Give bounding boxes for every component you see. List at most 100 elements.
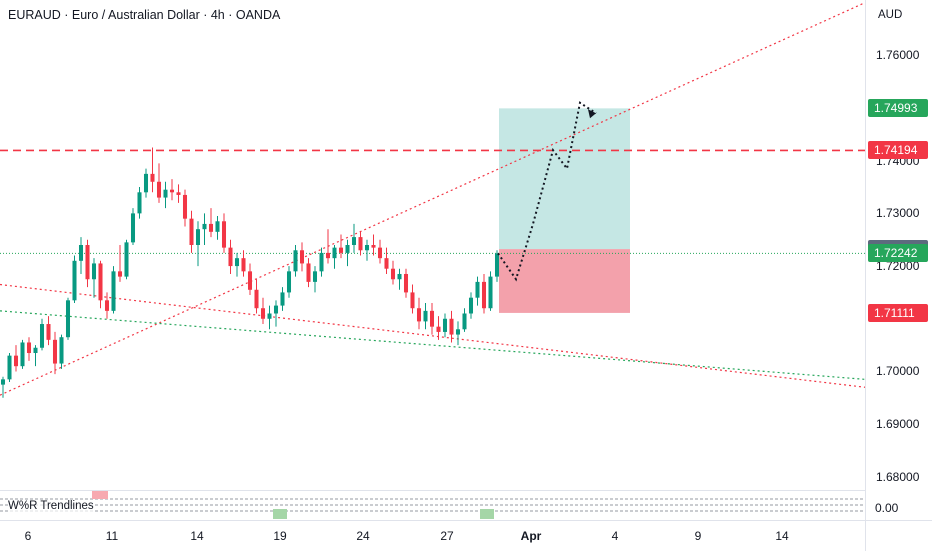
candle (254, 279, 259, 314)
candle-body (267, 313, 272, 319)
candle (358, 231, 363, 256)
candle (182, 189, 188, 227)
candle (137, 187, 142, 219)
candle-body (273, 305, 279, 314)
price-tick-label: 1.68000 (876, 469, 920, 484)
candle-body (312, 271, 318, 282)
indicator-name[interactable]: W%R Trendlines (8, 500, 94, 512)
time-axis-label: 4 (611, 529, 619, 543)
candle-body (488, 276, 493, 309)
price-axis[interactable]: AUD 1.76000 1.74000 1.73000 1.72000 1.70000 1… (865, 0, 932, 550)
candle-body (377, 247, 383, 259)
candle-body (455, 329, 461, 335)
time-axis-label: 6 (24, 529, 32, 543)
candle-body (163, 189, 168, 198)
candle (442, 313, 448, 338)
candle (280, 287, 285, 311)
time-axis-label: 9 (694, 529, 702, 543)
candle-body (390, 268, 396, 280)
candle (436, 316, 441, 340)
candle-body (98, 263, 103, 301)
candle (488, 271, 493, 311)
candle-body (345, 245, 350, 253)
candle (397, 268, 402, 290)
candle-body (481, 281, 487, 309)
candle-body (260, 308, 266, 319)
candle-body (104, 300, 110, 311)
time-axis-label: 11 (105, 529, 119, 543)
candle (241, 250, 246, 277)
price-badge: 1.74993 (868, 99, 928, 118)
candle-body (384, 258, 389, 269)
candle-body (462, 313, 467, 330)
candle-body (247, 271, 253, 290)
candle (176, 184, 181, 203)
price-tick-label: 1.76000 (876, 48, 920, 63)
time-axis-label: 14 (190, 529, 204, 543)
candle (0, 376, 6, 398)
projection-path (497, 101, 597, 282)
candle-body (468, 297, 474, 314)
candle (475, 276, 480, 306)
price-tick-label: 1.70000 (876, 364, 920, 379)
price-badge: 1.74194 (868, 141, 928, 160)
symbol-title[interactable]: EURAUD · Euro / Australian Dollar · 4h ·… (8, 8, 281, 22)
indicator-plot (0, 491, 865, 519)
main-chart-pane[interactable]: EURAUD · Euro / Australian Dollar · 4h ·… (0, 0, 865, 490)
candle-body (371, 245, 376, 248)
candle (228, 239, 233, 274)
candle (234, 252, 240, 277)
candle-body (241, 258, 246, 272)
candle-body (325, 252, 331, 259)
candle (319, 247, 324, 277)
candle (78, 237, 84, 274)
time-axis[interactable]: 6 11 14 19 24 27 Apr 4 9 14 (0, 520, 865, 551)
candle (117, 245, 123, 282)
candle-body (494, 253, 500, 277)
price-tick-label: 1.72000 (876, 259, 920, 274)
candle (169, 179, 175, 201)
candle (156, 163, 162, 203)
candle-body (65, 300, 71, 338)
candle (111, 266, 116, 314)
candle (299, 242, 305, 272)
candle-body (130, 213, 136, 243)
projection-arrowhead (588, 109, 596, 119)
axis-corner (865, 520, 932, 551)
candle-body (13, 355, 19, 367)
time-axis-label: Apr (520, 529, 542, 543)
candle-body (169, 189, 175, 193)
candle (306, 258, 311, 288)
candle-body (254, 289, 259, 309)
trendline (0, 2, 865, 396)
time-axis-label: 24 (356, 529, 370, 543)
indicator-pane[interactable]: W%R Trendlines (0, 490, 865, 521)
candle (20, 339, 25, 369)
candle (377, 239, 383, 264)
currency-label[interactable]: AUD (878, 9, 903, 21)
candle (52, 331, 58, 375)
candle-body (293, 250, 298, 272)
price-badge: 1.72242 (868, 244, 928, 263)
candle-body (195, 229, 201, 245)
candle-body (156, 181, 162, 198)
candle-body (403, 273, 409, 293)
candle-body (176, 192, 181, 195)
candle (13, 345, 19, 372)
candle-body (358, 237, 363, 251)
candle-body (299, 250, 305, 264)
price-badge: 1.71111 (868, 303, 928, 322)
candle (221, 213, 227, 253)
candle (494, 250, 500, 282)
candle (150, 147, 155, 193)
candle (286, 266, 292, 298)
candle-body (208, 223, 214, 232)
candle-body (52, 339, 58, 364)
candle-body (137, 192, 142, 214)
candle-body (338, 247, 344, 253)
trendline (0, 283, 865, 388)
candle-body (475, 281, 480, 298)
candle-body (33, 347, 38, 354)
candlestick-chart[interactable] (0, 0, 865, 490)
candle-body (280, 292, 285, 306)
